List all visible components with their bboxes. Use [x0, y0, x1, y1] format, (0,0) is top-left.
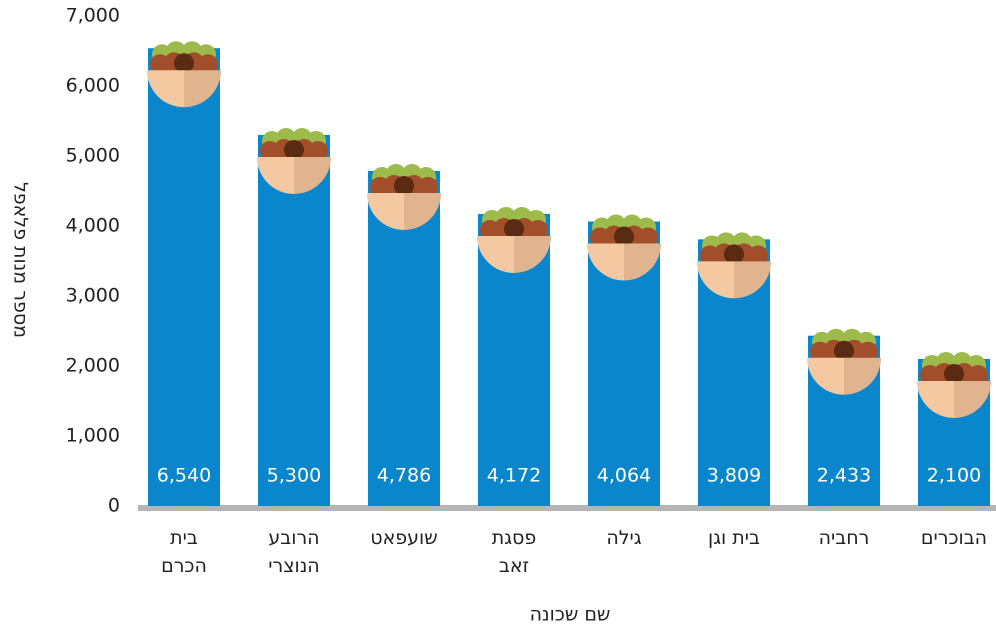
pita-right: [184, 70, 221, 108]
pita-left: [477, 235, 514, 273]
falafel-ball: [638, 227, 658, 248]
y-tick-label: 4,000: [66, 215, 120, 237]
value-label: 2,433: [817, 465, 871, 487]
pita-icon: [807, 328, 881, 395]
x-tick-label: פסגת זאב: [492, 527, 537, 577]
value-label: 4,064: [597, 465, 651, 487]
x-tick-label: בית הכרם: [161, 527, 207, 577]
falafel-ball: [858, 341, 878, 362]
baseline: [138, 505, 996, 511]
value-label: 4,172: [487, 465, 541, 487]
value-label: 5,300: [267, 465, 321, 487]
falafel-ball: [174, 53, 194, 74]
pita-icon: [917, 352, 991, 418]
y-tick-label: 6,000: [66, 75, 120, 97]
pita-right: [514, 235, 551, 273]
y-tick-label: 5,000: [66, 145, 120, 167]
value-label: 6,540: [157, 465, 211, 487]
x-tick-label: רחביה: [819, 527, 870, 549]
y-axis-label: מספר מנות פלאפל: [10, 182, 32, 338]
falafel-ball: [284, 140, 304, 160]
pita-icon: [257, 128, 331, 194]
x-tick-label: הבוכרים: [921, 527, 987, 549]
falafel-ball: [504, 218, 524, 239]
pita-right: [404, 192, 441, 230]
falafel-ball: [198, 54, 218, 75]
pita-right: [294, 157, 331, 194]
falafel-ball: [308, 141, 328, 161]
x-tick-label: בית וגן: [708, 527, 760, 549]
pita-icon: [367, 163, 441, 230]
pita-left: [697, 261, 734, 299]
falafel-ball: [748, 245, 768, 266]
falafel-ball: [418, 176, 438, 197]
y-tick-label: 0: [108, 495, 120, 517]
pita-right: [624, 243, 661, 281]
falafel-ball: [834, 340, 854, 361]
bar: [148, 48, 220, 506]
pita-icon: [477, 206, 551, 273]
pita-right: [954, 381, 991, 418]
pita-left: [147, 70, 184, 108]
pita-left: [917, 381, 954, 418]
pita-left: [587, 243, 624, 281]
y-tick-label: 2,000: [66, 355, 120, 377]
y-tick-label: 1,000: [66, 425, 120, 447]
falafel-ball: [394, 175, 414, 196]
pita-icon: [697, 232, 771, 299]
value-label: 3,809: [707, 465, 761, 487]
pita-left: [367, 192, 404, 230]
x-tick-label: שועפאט: [370, 527, 437, 549]
y-tick-label: 3,000: [66, 285, 120, 307]
value-label: 4,786: [377, 465, 431, 487]
value-label: 2,100: [927, 465, 981, 487]
falafel-ball: [944, 364, 964, 384]
x-tick-label: גילה: [606, 527, 641, 549]
pita-icon: [587, 214, 661, 281]
pita-icon: [147, 41, 221, 108]
y-tick-label: 7,000: [66, 5, 120, 27]
falafel-ball: [614, 226, 634, 247]
pita-left: [807, 357, 844, 395]
bar: [258, 135, 330, 506]
falafel-ball: [724, 244, 744, 265]
pita-right: [734, 261, 771, 299]
pita-left: [257, 157, 294, 194]
pita-right: [844, 357, 881, 395]
falafel-ball: [528, 219, 548, 240]
x-axis-label: שם שכונה: [530, 604, 611, 626]
x-tick-label: הרובע הנוצרי: [268, 527, 319, 577]
falafel-ball: [968, 365, 988, 385]
